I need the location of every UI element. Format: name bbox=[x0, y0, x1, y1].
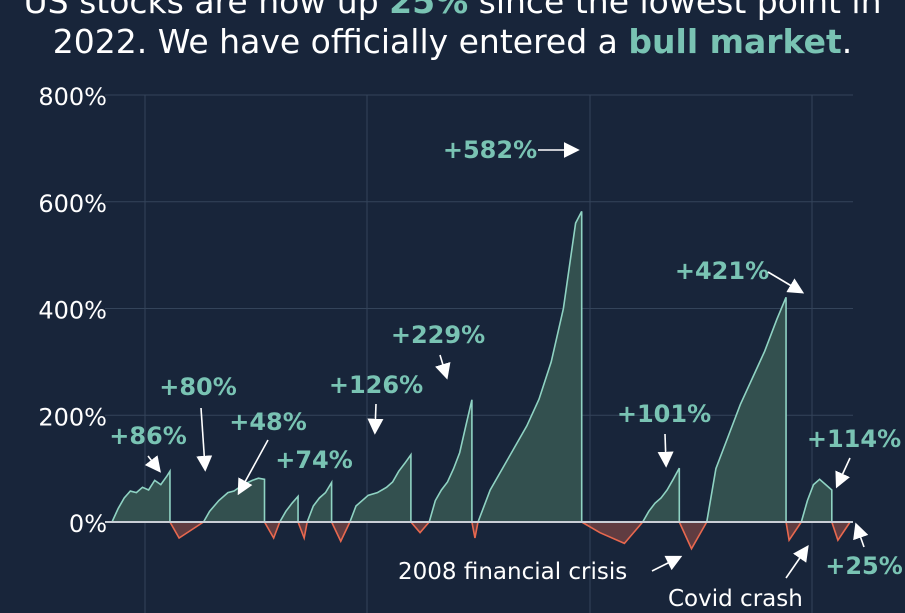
annotation-label: +582% bbox=[443, 136, 537, 164]
annotation-arrow bbox=[367, 403, 384, 435]
title-text-1a: US stocks are now up bbox=[23, 0, 390, 21]
bull-market-area bbox=[706, 297, 787, 522]
chart-title-line-1: US stocks are now up 25% since the lowes… bbox=[0, 0, 905, 21]
annotation-arrow bbox=[435, 354, 451, 380]
annotation-arrow bbox=[785, 545, 809, 579]
bull-market-area bbox=[203, 478, 265, 522]
bull-market-line bbox=[428, 399, 473, 523]
bull-market-line bbox=[477, 210, 583, 523]
annotation-arrow bbox=[853, 522, 869, 548]
annotation-arrow bbox=[835, 457, 851, 489]
bull-market-area bbox=[429, 399, 472, 522]
bear-market-area bbox=[331, 522, 350, 542]
annotation-arrow bbox=[144, 455, 161, 473]
bull-market-area bbox=[307, 482, 332, 522]
bear-market-area bbox=[264, 522, 280, 539]
y-tick-label: 800% bbox=[38, 83, 107, 111]
annotation-label: +86% bbox=[109, 422, 187, 450]
chart-title-line-2: 2022. We have officially entered a bull … bbox=[0, 22, 905, 61]
annotation-arrow bbox=[767, 271, 805, 294]
annotation-label: 2008 financial crisis bbox=[398, 559, 627, 585]
annotation-label: +80% bbox=[159, 373, 237, 401]
bull-market-line bbox=[111, 468, 171, 523]
annotation-label: +25% bbox=[825, 552, 903, 580]
bull-market-line bbox=[349, 452, 412, 523]
bull-market-area bbox=[801, 479, 832, 522]
bear-market-area bbox=[831, 522, 851, 541]
y-tick-label: 400% bbox=[38, 297, 107, 325]
bull-market-line bbox=[279, 494, 299, 523]
annotation-label: Covid crash bbox=[668, 586, 803, 612]
annotation-label: +229% bbox=[391, 321, 485, 349]
bear-market-area bbox=[169, 522, 204, 539]
bear-market-area bbox=[679, 522, 707, 549]
annotation-arrow bbox=[651, 555, 683, 572]
bull-market-line bbox=[705, 296, 787, 523]
bear-market-line bbox=[678, 521, 708, 551]
bull-market-line bbox=[800, 478, 833, 523]
bull-market-area bbox=[112, 471, 170, 522]
bear-market-line bbox=[581, 521, 644, 545]
title-text-1b: since the lowest point in bbox=[468, 0, 882, 21]
bear-market-line bbox=[471, 521, 479, 539]
annotation-label: +101% bbox=[617, 400, 711, 428]
bear-market-line bbox=[297, 521, 308, 541]
title-highlight-1: 25% bbox=[389, 0, 469, 21]
annotation-arrow bbox=[657, 433, 674, 468]
title-text-2a: 2022. We have officially entered a bbox=[52, 22, 629, 61]
annotation-arrow bbox=[237, 439, 269, 496]
bear-market-line bbox=[169, 521, 204, 540]
bear-market-line bbox=[831, 521, 851, 542]
bull-market-area bbox=[478, 211, 582, 523]
bear-market-line bbox=[410, 521, 430, 534]
annotation-label: +421% bbox=[675, 257, 769, 285]
annotation-label: +74% bbox=[275, 446, 353, 474]
y-tick-label: 600% bbox=[38, 190, 107, 218]
bear-market-area bbox=[581, 522, 643, 544]
y-tick-label: 200% bbox=[38, 403, 107, 431]
bear-market-line bbox=[263, 521, 281, 540]
annotation-label: +114% bbox=[807, 425, 901, 453]
bull-market-area bbox=[349, 454, 411, 522]
bear-market-area bbox=[410, 522, 430, 533]
annotation-label: +48% bbox=[229, 408, 307, 436]
y-tick-label: 0% bbox=[69, 510, 107, 538]
title-highlight-2: bull market bbox=[628, 22, 842, 61]
title-text-2b: . bbox=[841, 22, 853, 61]
bull-market-line bbox=[306, 479, 333, 523]
bear-market-line bbox=[785, 521, 802, 543]
bear-market-line bbox=[330, 521, 351, 544]
bull-market-line bbox=[642, 467, 681, 523]
annotation-label: +126% bbox=[329, 371, 423, 399]
annotation-arrow bbox=[196, 407, 213, 472]
